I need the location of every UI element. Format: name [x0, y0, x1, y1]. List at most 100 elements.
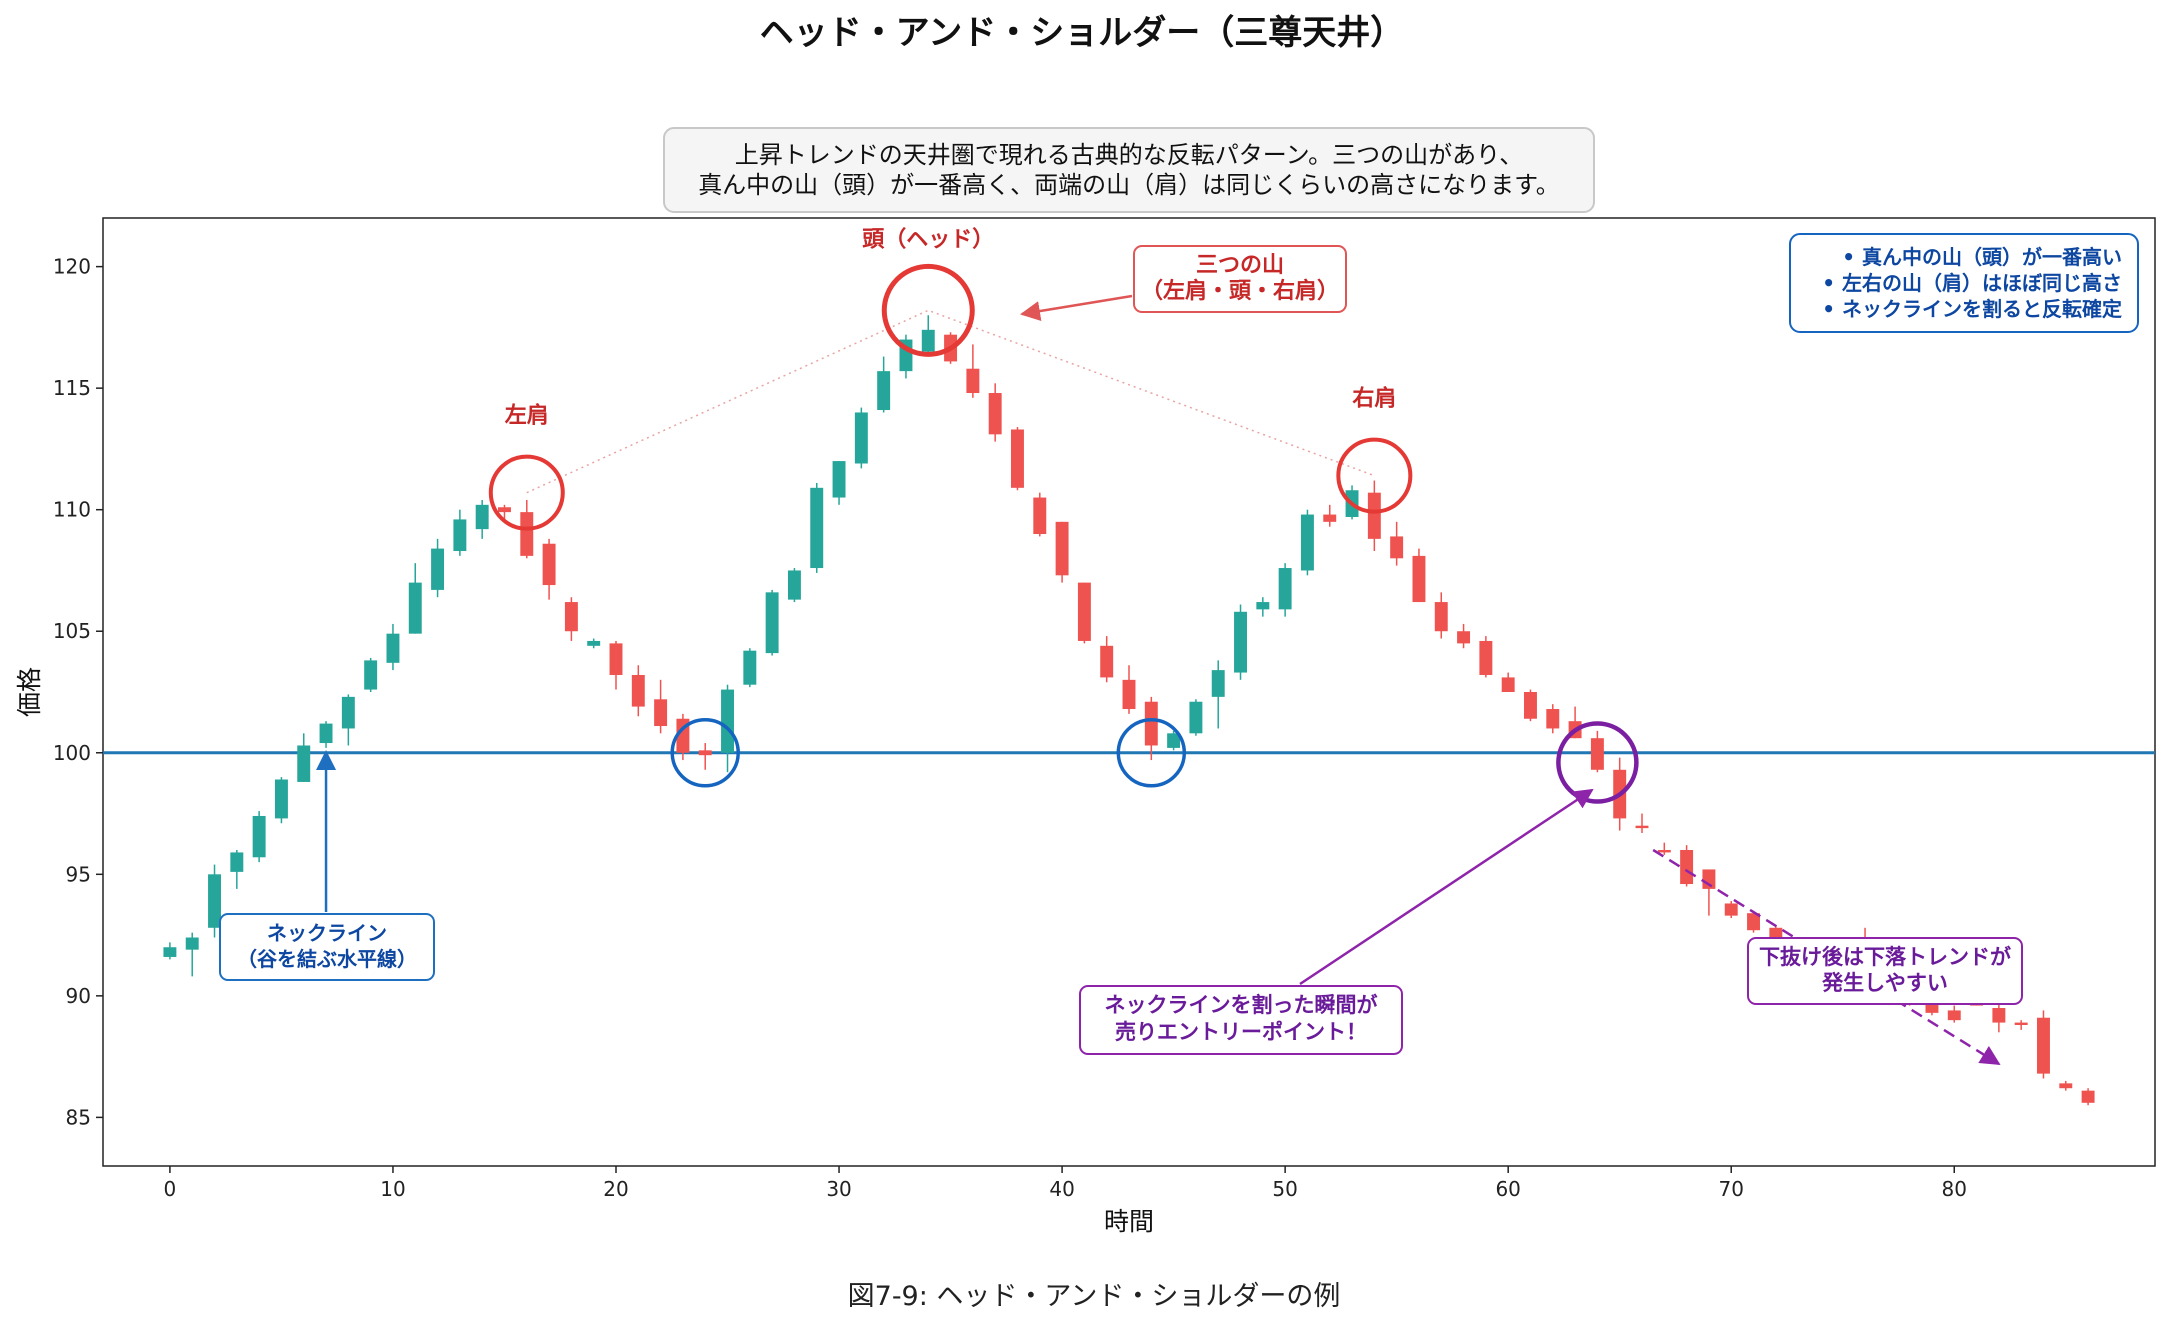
candle — [1590, 730, 1604, 773]
candle-body — [1234, 611, 1247, 673]
candle-body — [542, 543, 556, 586]
candle-body — [787, 570, 801, 600]
candle-body — [743, 650, 757, 685]
candle — [832, 461, 846, 505]
neckline-label-line-1: ネックライン — [267, 921, 387, 945]
candle-body — [341, 696, 355, 729]
candle-body — [252, 815, 266, 858]
candle — [654, 679, 668, 734]
candle — [1479, 636, 1493, 678]
y-tick-label: 115 — [53, 376, 91, 400]
candle — [564, 597, 578, 641]
downtrend-annotation: 下抜け後は下落トレンドが 発生しやすい — [1747, 937, 2023, 1005]
candle — [252, 811, 266, 863]
x-tick-label: 50 — [1272, 1177, 1297, 1201]
entry-line-1: ネックラインを割った瞬間が — [1105, 993, 1378, 1017]
candle — [1234, 604, 1247, 680]
candle-body — [1590, 738, 1604, 770]
candle — [1100, 636, 1114, 683]
legend-note-3: • ネックラインを割ると反転確定 — [1822, 297, 2122, 321]
candle-body — [654, 699, 668, 727]
plot-frame — [102, 217, 2156, 1167]
candle — [1412, 548, 1426, 603]
candle-body — [1747, 913, 1760, 931]
downtrend-arrow — [1652, 848, 2001, 1065]
candle-body — [966, 368, 980, 394]
candle — [1189, 699, 1203, 736]
neckline-label-line-2: （谷を結ぶ水平線） — [237, 947, 417, 971]
neckline-annotation: ネックライン （谷を結ぶ水平線） — [219, 913, 435, 981]
candle-body — [721, 689, 734, 753]
candle-body — [1367, 492, 1381, 539]
candle — [1390, 521, 1404, 566]
candle — [1323, 504, 1337, 527]
candle — [966, 344, 980, 398]
candle-body — [587, 640, 601, 646]
candle-body — [1256, 602, 1270, 610]
candle-body — [1479, 640, 1493, 675]
candle — [921, 315, 935, 355]
trough-circle — [670, 718, 740, 788]
x-tick-label: 30 — [826, 1177, 851, 1201]
candle — [364, 657, 378, 692]
candle — [2014, 1020, 2028, 1030]
y-axis-label: 価格 — [15, 667, 44, 717]
candle-body — [1546, 709, 1560, 729]
candle-body — [1724, 903, 1738, 916]
candle — [341, 694, 355, 746]
y-tick-label: 120 — [53, 255, 91, 279]
x-tick-label: 10 — [380, 1177, 405, 1201]
candle — [1947, 1005, 1961, 1023]
candle — [1546, 704, 1560, 734]
y-tick-label: 105 — [53, 619, 91, 643]
candle — [877, 356, 891, 413]
x-tick-label: 20 — [603, 1177, 628, 1201]
candle-body — [208, 874, 221, 928]
candle — [1367, 480, 1381, 552]
candle — [1457, 623, 1471, 649]
candle-body — [1635, 825, 1649, 829]
candle-body — [877, 371, 891, 411]
x-tick-label: 40 — [1049, 1177, 1074, 1201]
candle — [408, 563, 422, 634]
neckline-layer — [103, 309, 2155, 755]
candle — [1724, 901, 1738, 919]
candle — [1211, 660, 1225, 729]
candle — [1635, 813, 1649, 833]
candle-body — [2037, 1017, 2050, 1074]
candle-body — [698, 750, 712, 756]
candle-body — [1457, 631, 1471, 644]
candle-body — [386, 633, 400, 663]
candle — [1501, 672, 1515, 692]
three-peaks-annotation: 三つの山 （左肩・頭・右肩） — [1133, 245, 1347, 313]
candle-body — [2081, 1090, 2095, 1103]
candle-body — [609, 643, 623, 675]
entry-point-annotation: ネックラインを割った瞬間が 売りエントリーポイント！ — [1079, 985, 1403, 1055]
description-box: 上昇トレンドの天井圏で現れる古典的な反転パターン。三つの山があり、 真ん中の山（… — [663, 127, 1595, 213]
candle — [319, 721, 333, 748]
pattern-overlays: 左肩 頭（ヘッド） 右肩 — [316, 227, 2001, 1065]
candle — [609, 640, 623, 690]
candle-body — [274, 779, 288, 819]
x-tick-label: 60 — [1495, 1177, 1520, 1201]
three-peaks-line-1: 三つの山 — [1196, 253, 1284, 278]
candle — [1144, 696, 1158, 761]
left-shoulder-circle — [488, 454, 565, 531]
chart-title: ヘッド・アンド・ショルダー（三尊天井） — [760, 13, 1405, 53]
candle-body — [1300, 514, 1314, 571]
description-line-2: 真ん中の山（頭）が一番高く、両端の山（肩）は同じくらいの高さになります。 — [698, 171, 1560, 199]
left-shoulder-label: 左肩 — [505, 403, 549, 429]
candle — [1122, 665, 1136, 714]
candle-body — [1033, 497, 1047, 534]
candle — [542, 538, 556, 600]
head-label: 頭（ヘッド） — [862, 227, 994, 252]
y-tick-label: 90 — [66, 984, 91, 1008]
candle — [1657, 842, 1671, 855]
candle-body — [230, 852, 244, 872]
candle-body — [1390, 536, 1404, 559]
candle-body — [921, 329, 935, 352]
candle-body — [1055, 521, 1069, 576]
legend-note-2: • 左右の山（肩）はほぼ同じ高さ — [1822, 271, 2122, 295]
candle-body — [498, 507, 511, 513]
candle-body — [1323, 514, 1337, 522]
